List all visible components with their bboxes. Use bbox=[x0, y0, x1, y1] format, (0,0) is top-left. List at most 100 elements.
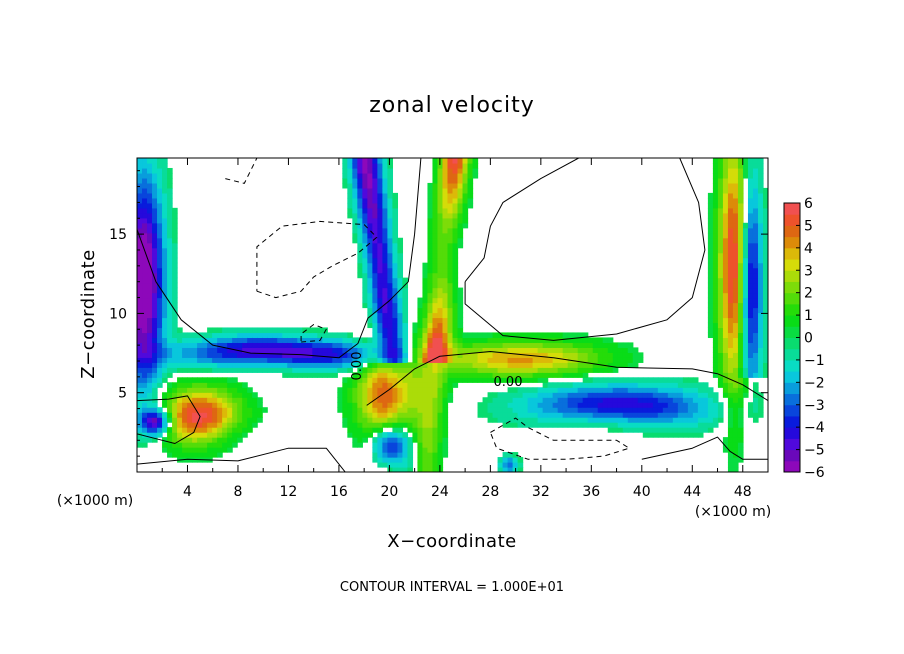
field-cell bbox=[137, 192, 143, 199]
field-cell bbox=[152, 402, 158, 408]
field-cell bbox=[717, 277, 724, 284]
field-cell bbox=[227, 437, 233, 443]
field-cell bbox=[157, 177, 163, 184]
field-cell bbox=[527, 412, 534, 418]
field-cell bbox=[712, 367, 719, 373]
field-cell bbox=[532, 412, 539, 418]
field-cell bbox=[342, 382, 348, 388]
field-cell bbox=[192, 412, 198, 418]
field-cell bbox=[592, 347, 599, 353]
field-cell bbox=[757, 367, 764, 373]
field-cell bbox=[602, 402, 609, 408]
field-cell bbox=[142, 337, 148, 344]
field-cell bbox=[157, 172, 163, 179]
field-cell bbox=[747, 237, 754, 244]
field-cell bbox=[717, 162, 724, 169]
field-cell bbox=[397, 337, 404, 344]
field-cell bbox=[217, 407, 223, 413]
field-cell bbox=[142, 217, 148, 224]
field-cell bbox=[607, 407, 614, 413]
field-cell bbox=[592, 402, 599, 408]
field-cell bbox=[392, 397, 399, 403]
field-cell bbox=[457, 202, 464, 209]
field-cell bbox=[432, 367, 439, 373]
field-cell bbox=[452, 202, 459, 209]
field-cell bbox=[502, 397, 509, 403]
field-cell bbox=[237, 362, 243, 368]
field-cell bbox=[217, 432, 223, 438]
field-cell bbox=[152, 242, 158, 249]
field-cell bbox=[377, 437, 383, 443]
field-cell bbox=[152, 267, 158, 274]
field-cell bbox=[377, 292, 383, 299]
field-cell bbox=[442, 207, 449, 214]
field-cell bbox=[322, 337, 328, 344]
field-cell bbox=[407, 392, 414, 398]
field-cell bbox=[707, 332, 714, 339]
field-cell bbox=[552, 397, 559, 403]
field-cell bbox=[532, 357, 539, 363]
field-cell bbox=[207, 327, 213, 334]
field-cell bbox=[742, 252, 749, 259]
field-cell bbox=[152, 322, 158, 329]
field-cell bbox=[727, 457, 734, 463]
field-cell bbox=[572, 407, 579, 413]
field-cell bbox=[557, 417, 564, 423]
field-cell bbox=[167, 327, 173, 334]
field-cell bbox=[712, 158, 719, 164]
field-cell bbox=[377, 252, 383, 259]
field-cell bbox=[162, 357, 168, 363]
field-cell bbox=[362, 192, 368, 199]
field-cell bbox=[207, 357, 213, 363]
field-cell bbox=[192, 422, 198, 428]
field-cell bbox=[517, 362, 524, 368]
field-cell bbox=[227, 347, 233, 353]
field-cell bbox=[402, 462, 409, 468]
field-cell bbox=[392, 402, 399, 408]
field-cell bbox=[172, 282, 178, 289]
field-cell bbox=[402, 417, 409, 423]
field-cell bbox=[357, 362, 363, 368]
field-cell bbox=[137, 327, 143, 334]
field-cell bbox=[642, 412, 649, 418]
field-cell bbox=[272, 362, 278, 368]
field-cell bbox=[727, 297, 734, 304]
field-cell bbox=[412, 377, 419, 383]
field-cell bbox=[207, 347, 213, 353]
field-cell bbox=[402, 382, 409, 388]
field-cell bbox=[432, 397, 439, 403]
field-cell bbox=[717, 257, 724, 264]
field-cell bbox=[722, 212, 729, 219]
field-cell bbox=[137, 187, 143, 194]
field-cell bbox=[142, 262, 148, 269]
field-cell bbox=[352, 207, 358, 214]
field-cell bbox=[407, 457, 414, 463]
field-cell bbox=[532, 397, 539, 403]
field-cell bbox=[717, 327, 724, 334]
field-cell bbox=[457, 322, 464, 329]
field-cell bbox=[277, 327, 283, 334]
field-cell bbox=[367, 352, 373, 358]
field-cell bbox=[602, 412, 609, 418]
field-cell bbox=[367, 177, 373, 184]
field-cell bbox=[392, 337, 399, 344]
field-cell bbox=[302, 347, 308, 353]
field-cell bbox=[427, 447, 434, 453]
field-cell bbox=[527, 372, 534, 378]
field-cell bbox=[447, 332, 454, 339]
field-cell bbox=[457, 292, 464, 299]
field-cell bbox=[362, 302, 368, 309]
field-cell bbox=[432, 407, 439, 413]
field-cell bbox=[557, 397, 564, 403]
field-cell bbox=[377, 182, 383, 189]
field-cell bbox=[732, 437, 739, 443]
contour-positive bbox=[641, 436, 768, 460]
field-cell bbox=[702, 427, 709, 433]
field-cell bbox=[427, 392, 434, 398]
field-cell bbox=[457, 327, 464, 334]
field-cell bbox=[142, 392, 148, 398]
field-cell bbox=[757, 327, 764, 334]
field-cell bbox=[452, 192, 459, 199]
field-cell bbox=[352, 387, 358, 393]
field-cell bbox=[377, 282, 383, 289]
